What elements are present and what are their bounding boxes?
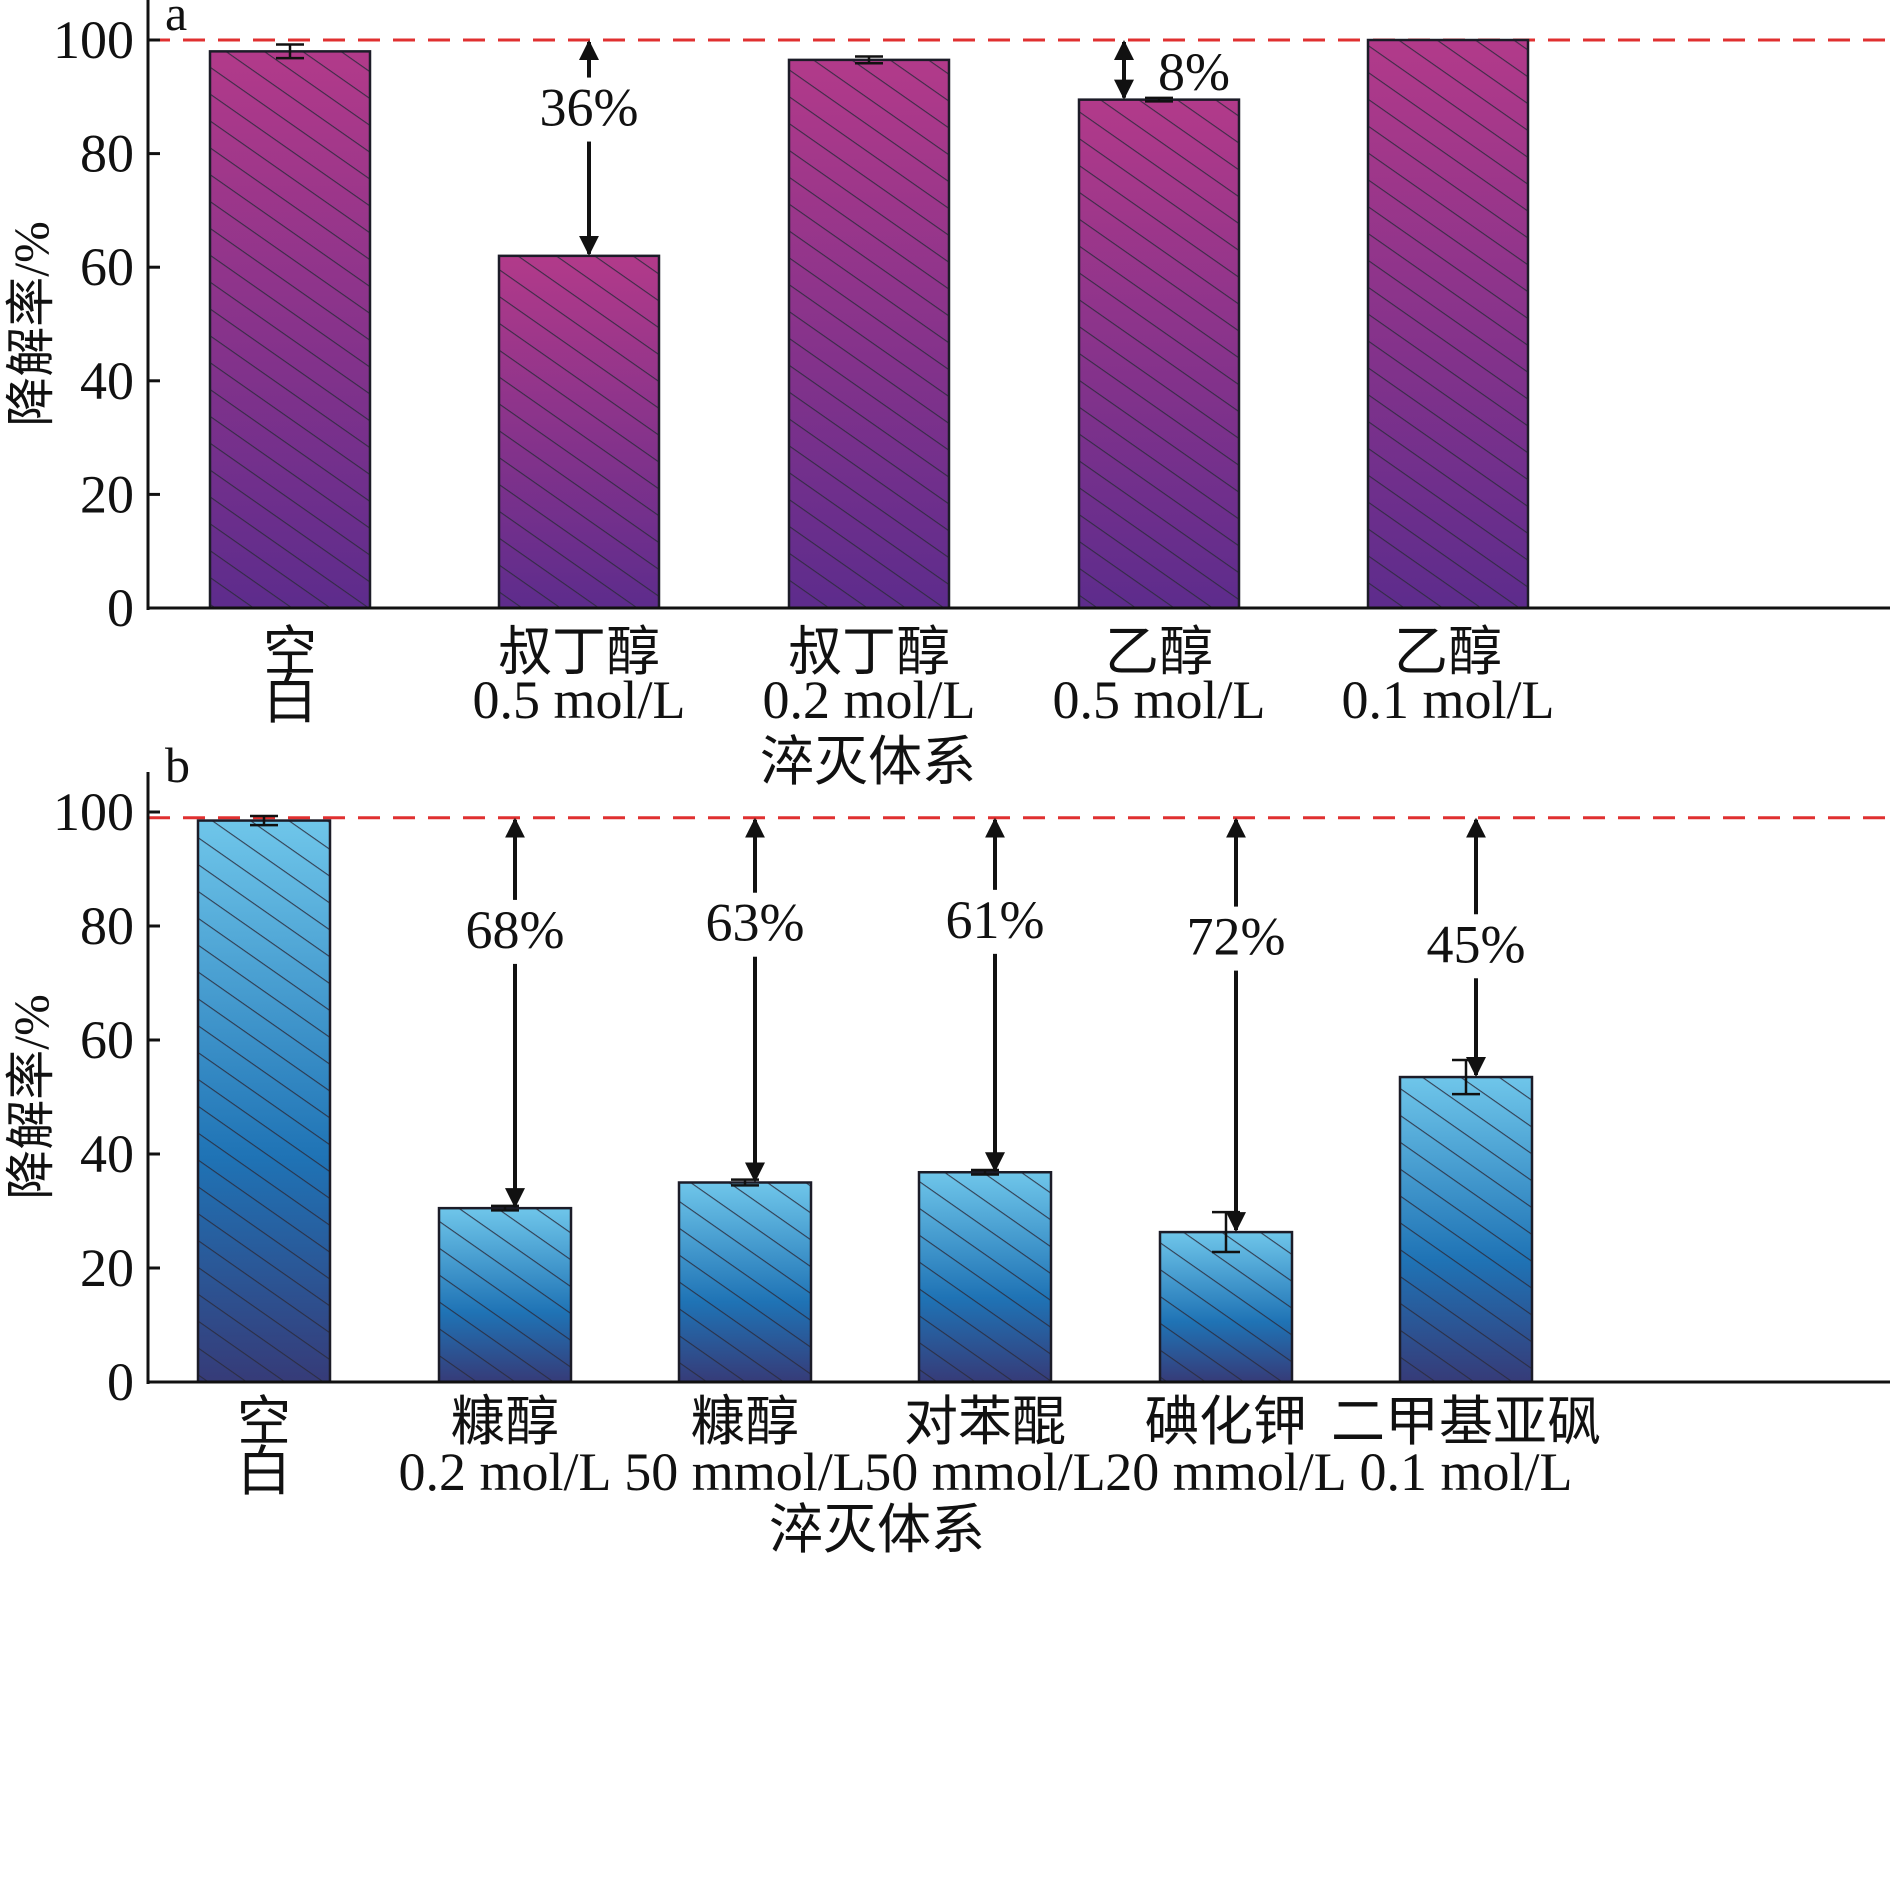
bar-6	[1398, 1075, 1534, 1384]
category-label-line2: 0.2 mol/L	[399, 1442, 612, 1502]
difference-label: 61%	[946, 890, 1045, 950]
category-label-line1: 空	[237, 1392, 291, 1452]
difference-annotation: 63%	[695, 817, 815, 1183]
category-label-line2: 20 mmol/L	[1105, 1442, 1347, 1502]
bar-hatch	[787, 58, 951, 610]
bar-5	[1158, 1230, 1294, 1384]
y-axis-label: 降解率/%	[3, 994, 59, 1200]
difference-label: 63%	[706, 893, 805, 953]
difference-annotation: 45%	[1416, 817, 1536, 1078]
bar-hatch	[917, 1170, 1053, 1384]
category-label-line1: 叔丁醇	[788, 622, 950, 682]
bar-2	[497, 254, 661, 610]
difference-label: 8%	[1158, 42, 1230, 102]
error-bar	[855, 55, 883, 65]
y-tick-label: 80	[80, 896, 134, 956]
error-bar	[276, 43, 304, 60]
category-label-line1: 对苯醌	[904, 1392, 1066, 1452]
y-tick-label: 100	[53, 10, 134, 70]
bar-hatch	[196, 819, 332, 1384]
bar-1	[208, 50, 372, 610]
bar-hatch	[497, 254, 661, 610]
category-label-line2: 0.1 mol/L	[1360, 1442, 1573, 1502]
category-label-line1: 碘化钾	[1145, 1392, 1307, 1452]
category-label-line1: 叔丁醇	[498, 622, 660, 682]
error-bar	[1145, 96, 1173, 103]
error-bar	[250, 814, 278, 827]
y-tick-label: 20	[80, 1238, 134, 1298]
category-label-line2: 0.5 mol/L	[1053, 670, 1266, 730]
bar-hatch	[1158, 1230, 1294, 1384]
difference-label: 36%	[540, 78, 639, 138]
difference-label: 45%	[1427, 914, 1526, 974]
category-label-line2: 50 mmol/L	[864, 1442, 1106, 1502]
category-label-line2: 50 mmol/L	[624, 1442, 866, 1502]
x-axis-label: 淬灭体系	[760, 732, 976, 792]
bar-hatch	[437, 1206, 573, 1384]
bar-3	[787, 58, 951, 610]
bar-3	[677, 1181, 813, 1384]
category-label-line1: 糠醇	[691, 1392, 799, 1452]
difference-label: 68%	[466, 900, 565, 960]
bar-hatch	[208, 50, 372, 610]
category-label-line1: 乙醇	[1105, 622, 1213, 682]
difference-annotation: 72%	[1176, 817, 1296, 1233]
bar-4	[917, 1170, 1053, 1384]
bar-2	[437, 1206, 573, 1384]
y-tick-label: 0	[107, 578, 134, 638]
y-tick-label: 40	[80, 351, 134, 411]
y-tick-label: 60	[80, 237, 134, 297]
bar-hatch	[1077, 98, 1241, 610]
x-axis-label: 淬灭体系	[769, 1500, 985, 1560]
bar-5	[1366, 38, 1530, 610]
y-axis-label: 降解率/%	[3, 221, 59, 427]
y-tick-label: 100	[53, 782, 134, 842]
difference-label: 72%	[1187, 907, 1286, 967]
category-label-line1: 二甲基亚砜	[1331, 1392, 1601, 1452]
category-label-line2: 0.2 mol/L	[763, 670, 976, 730]
category-label-line2: 0.1 mol/L	[1342, 670, 1555, 730]
bar-1	[196, 819, 332, 1384]
difference-annotation: 8%	[1114, 40, 1230, 102]
panel-label: a	[165, 0, 187, 41]
bar-4	[1077, 98, 1241, 610]
difference-annotation: 61%	[935, 817, 1055, 1173]
category-label-line1: 乙醇	[1394, 622, 1502, 682]
y-tick-label: 20	[80, 464, 134, 524]
category-label-line1: 糠醇	[451, 1392, 559, 1452]
y-tick-label: 80	[80, 124, 134, 184]
category-label-line2: 白	[237, 1442, 291, 1502]
panel-label: b	[165, 737, 190, 793]
y-tick-label: 0	[107, 1352, 134, 1412]
category-label-line1: 空	[263, 622, 317, 682]
category-label-line2: 0.5 mol/L	[473, 670, 686, 730]
y-tick-label: 60	[80, 1010, 134, 1070]
bar-hatch	[1366, 38, 1530, 610]
difference-annotation: 36%	[529, 40, 649, 256]
category-label-line2: 白	[263, 670, 317, 730]
difference-annotation: 68%	[455, 817, 575, 1209]
y-tick-label: 40	[80, 1124, 134, 1184]
bar-hatch	[677, 1181, 813, 1384]
bar-hatch	[1398, 1075, 1534, 1384]
